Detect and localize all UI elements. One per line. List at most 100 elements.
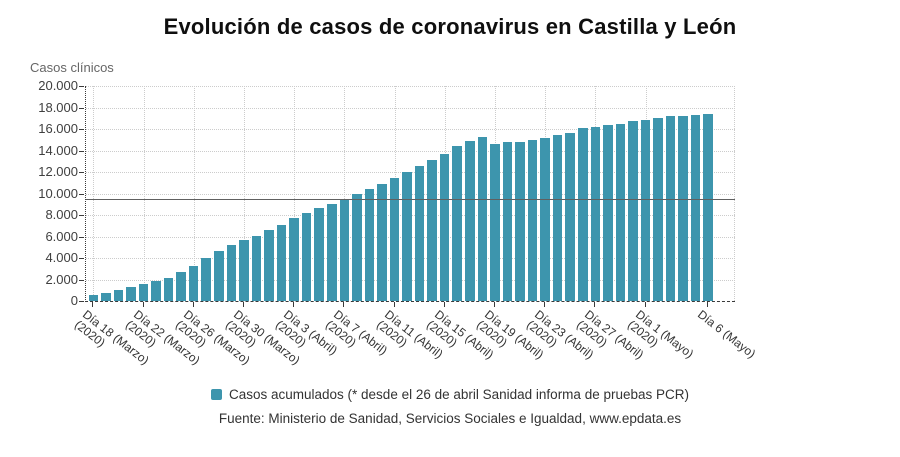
x-axis-tick-icon [293, 302, 295, 307]
y-axis-tick-icon [79, 129, 84, 130]
x-axis-tick-icon [192, 302, 194, 307]
bar[interactable] [665, 116, 676, 301]
bar[interactable] [101, 292, 111, 301]
bar[interactable] [565, 132, 575, 301]
y-tick-label: 16.000 [38, 121, 78, 136]
x-tick-label-line1: Día 6 (Mayo) [695, 307, 759, 361]
x-axis-tick-icon [544, 302, 546, 307]
gridline-horizontal [86, 129, 735, 130]
y-tick-label: 18.000 [38, 99, 78, 115]
x-axis-tick-icon [707, 302, 709, 307]
bar[interactable] [339, 198, 350, 301]
bar[interactable] [201, 258, 212, 301]
bar[interactable] [678, 115, 688, 301]
x-axis-tick-icon [443, 302, 445, 307]
bar[interactable] [653, 117, 663, 301]
y-axis-tick-icon [79, 301, 84, 302]
gridline-vertical [344, 86, 346, 301]
gridline-vertical [143, 86, 145, 301]
bar[interactable] [690, 114, 701, 301]
y-axis-title: Casos clínicos [30, 60, 114, 75]
y-axis-tick-icon [79, 215, 84, 216]
y-tick-label: 8.000 [45, 207, 78, 222]
y-tick-label: 20.000 [38, 78, 78, 93]
bar[interactable] [427, 160, 437, 301]
bar[interactable] [414, 166, 425, 301]
legend-marker-square-icon [210, 389, 222, 400]
x-axis-tick-icon [493, 302, 495, 307]
legend-label: Casos acumulados (* desde el 26 de abril… [228, 387, 689, 402]
gridline-vertical [93, 86, 95, 301]
x-tick-label: Día 7 (Abril) (2020) [323, 307, 390, 368]
bar[interactable] [389, 178, 400, 301]
y-axis-tick-icon [79, 172, 84, 173]
x-tick-label: Día 6 (Mayo) [695, 307, 759, 361]
bar[interactable] [126, 287, 136, 301]
bar[interactable] [527, 140, 538, 301]
bar[interactable] [477, 136, 488, 301]
bar[interactable] [402, 172, 412, 301]
bar[interactable] [88, 294, 99, 301]
page-title: Evolución de casos de coronavirus en Cas… [163, 14, 737, 39]
bar[interactable] [577, 127, 588, 301]
legend: Casos acumulados (* desde el 26 de abril… [0, 387, 900, 402]
bar[interactable] [314, 208, 324, 301]
x-axis-tick-icon [343, 302, 345, 307]
y-tick-label: 2.000 [45, 271, 78, 287]
bar[interactable] [326, 203, 337, 301]
bar[interactable] [615, 123, 626, 301]
bar[interactable] [490, 144, 500, 301]
bar[interactable] [251, 236, 262, 301]
y-tick-label: 14.000 [38, 142, 78, 158]
bar[interactable] [439, 153, 450, 301]
bar[interactable] [377, 183, 387, 301]
source-line: Fuente: Ministerio de Sanidad, Servicios… [218, 411, 682, 426]
bar[interactable] [640, 120, 651, 301]
bar[interactable] [628, 121, 638, 301]
bar[interactable] [176, 271, 186, 301]
bar[interactable] [226, 245, 237, 301]
x-axis-tick-icon [242, 302, 244, 307]
bar[interactable] [239, 240, 249, 301]
x-axis-tick-icon [92, 302, 94, 307]
bar[interactable] [703, 113, 714, 301]
y-tick-label: 10.000 [38, 185, 78, 201]
bar[interactable] [515, 141, 525, 301]
plot-area [85, 86, 735, 302]
bar[interactable] [364, 189, 375, 301]
bar[interactable] [540, 137, 550, 301]
bar[interactable] [188, 265, 199, 301]
x-axis-tick-icon [393, 302, 395, 307]
bar[interactable] [289, 218, 299, 301]
bar[interactable] [590, 126, 601, 301]
y-axis-tick-icon [79, 258, 84, 259]
y-axis-tick-icon [79, 279, 84, 281]
gridline-horizontal [86, 86, 735, 87]
bar[interactable] [465, 141, 475, 301]
x-axis-tick-icon [142, 302, 144, 307]
bar[interactable] [264, 229, 274, 301]
bar[interactable] [276, 224, 287, 301]
bar[interactable] [502, 142, 513, 301]
bar[interactable] [138, 283, 149, 301]
bar[interactable] [552, 135, 563, 301]
y-tick-label: 4.000 [45, 250, 78, 265]
x-axis-tick-icon [594, 302, 596, 307]
bar[interactable] [214, 251, 224, 301]
bar[interactable] [151, 281, 161, 301]
x-axis-tick-icon [644, 302, 646, 307]
y-tick-label: 0 [70, 293, 78, 308]
bar[interactable] [352, 193, 362, 301]
gridline-vertical [193, 86, 195, 301]
bar[interactable] [301, 213, 312, 301]
gridline-horizontal [86, 107, 735, 109]
gridline-horizontal [86, 150, 735, 152]
y-axis-tick-icon [79, 86, 84, 87]
y-axis-tick-icon [79, 107, 84, 109]
bar[interactable] [452, 146, 463, 301]
y-axis-tick-icon [79, 193, 84, 195]
bar[interactable] [163, 278, 174, 301]
bar[interactable] [113, 290, 124, 301]
bar[interactable] [603, 124, 613, 301]
